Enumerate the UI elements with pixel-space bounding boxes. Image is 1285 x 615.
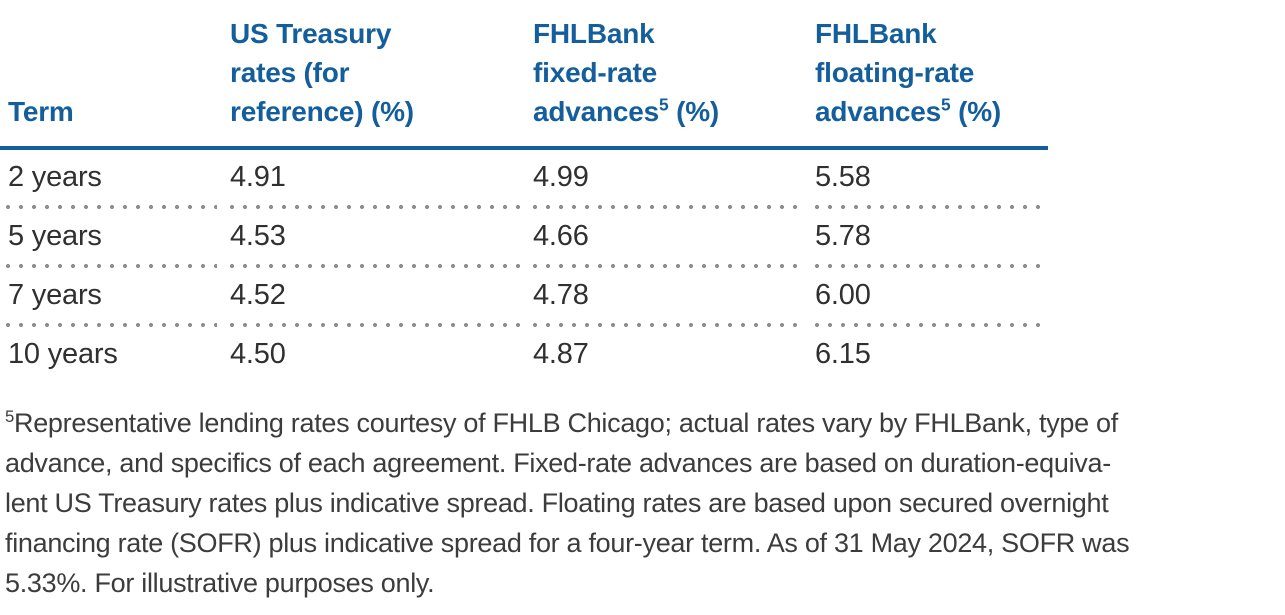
dotted-row-divider — [533, 205, 802, 209]
term-cell: 7 years — [8, 279, 102, 311]
column-header-us-treasury: US Treasury rates (for reference) (%) — [230, 14, 533, 146]
dotted-row-divider — [230, 323, 520, 327]
floating-rate-advance-cell: 5.58 — [815, 161, 871, 193]
column-header-fhlbank-floating: FHLBank floating-rate advances5 (%) — [815, 14, 1048, 146]
footnote-reference-superscript: 5 — [941, 94, 951, 115]
dotted-row-divider — [815, 205, 1048, 209]
dotted-row-divider — [6, 264, 217, 268]
footnote-line: advance, and specifics of each agreement… — [5, 448, 1111, 478]
header-label-text: (%) — [668, 96, 720, 127]
header-rule — [0, 146, 1048, 150]
header-label-line: fixed-rate — [533, 57, 658, 88]
footnote: 5Representative lending rates courtesy o… — [0, 403, 1285, 603]
dotted-row-divider — [533, 323, 802, 327]
us-treasury-rate-cell: 4.50 — [230, 338, 286, 370]
footnote-marker: 5 — [5, 407, 15, 426]
header-label-term: Term — [8, 96, 74, 127]
footnote-text: Representative lending rates courtesy of… — [14, 408, 1118, 438]
dotted-row-divider — [230, 205, 520, 209]
fixed-rate-advance-cell: 4.99 — [533, 161, 589, 193]
dotted-row-divider — [815, 323, 1048, 327]
column-header-fhlbank-fixed: FHLBank fixed-rate advances5 (%) — [533, 14, 815, 146]
dotted-row-divider — [6, 205, 217, 209]
header-label-text: advances — [815, 96, 942, 127]
header-label-line: advances5 (%) — [815, 92, 1048, 131]
fixed-rate-advance-cell: 4.87 — [533, 338, 589, 370]
us-treasury-rate-cell: 4.53 — [230, 220, 286, 252]
column-header-term: Term — [0, 92, 230, 146]
footnote-line: 5.33%. For illustrative purposes only. — [5, 568, 435, 598]
rates-comparison-table: Term US Treasury rates (for reference) (… — [0, 14, 1048, 370]
us-treasury-rate-cell: 4.52 — [230, 279, 286, 311]
header-label-line: rates (for — [230, 57, 350, 88]
header-label-text: (%) — [950, 96, 1002, 127]
floating-rate-advance-cell: 6.00 — [815, 279, 871, 311]
floating-rate-advance-cell: 6.15 — [815, 338, 871, 370]
footnote-line: 5Representative lending rates courtesy o… — [5, 403, 1285, 443]
term-cell: 2 years — [8, 161, 102, 193]
us-treasury-rate-cell: 4.91 — [230, 161, 286, 193]
term-cell: 5 years — [8, 220, 102, 252]
header-label-text: advances — [533, 96, 660, 127]
header-label-line: FHLBank — [533, 18, 655, 49]
fixed-rate-advance-cell: 4.78 — [533, 279, 589, 311]
footnote-reference-superscript: 5 — [659, 94, 669, 115]
dotted-row-divider — [230, 264, 520, 268]
header-label-line: floating-rate — [815, 57, 975, 88]
floating-rate-advance-cell: 5.78 — [815, 220, 871, 252]
dotted-row-divider — [533, 264, 802, 268]
term-cell: 10 years — [8, 338, 118, 370]
header-label-line: FHLBank — [815, 18, 937, 49]
fixed-rate-advance-cell: 4.66 — [533, 220, 589, 252]
dotted-row-divider — [6, 323, 217, 327]
dotted-row-divider — [815, 264, 1048, 268]
header-label-line: advances5 (%) — [533, 92, 815, 131]
footnote-line: lent US Treasury rates plus indicative s… — [5, 488, 1109, 518]
footnote-line: financing rate (SOFR) plus indicative sp… — [5, 528, 1130, 558]
header-label-line: US Treasury — [230, 18, 392, 49]
header-label-line: reference) (%) — [230, 96, 414, 127]
